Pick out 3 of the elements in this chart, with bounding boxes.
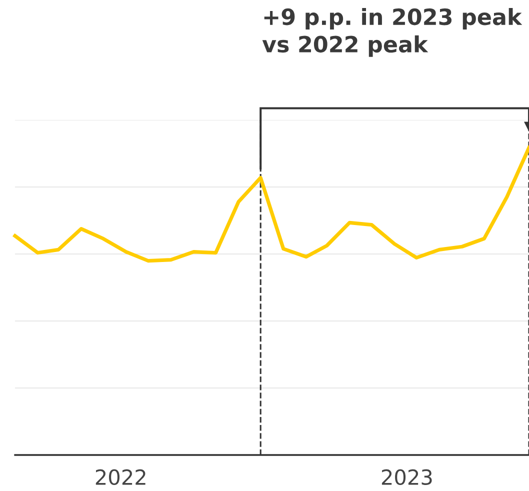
x-tick-label: 2023 [382, 469, 432, 486]
x-tick-label: 2022 [96, 469, 146, 486]
text: +9 p.p. in 2023 peak vs 2022 peak [262, 8, 522, 57]
